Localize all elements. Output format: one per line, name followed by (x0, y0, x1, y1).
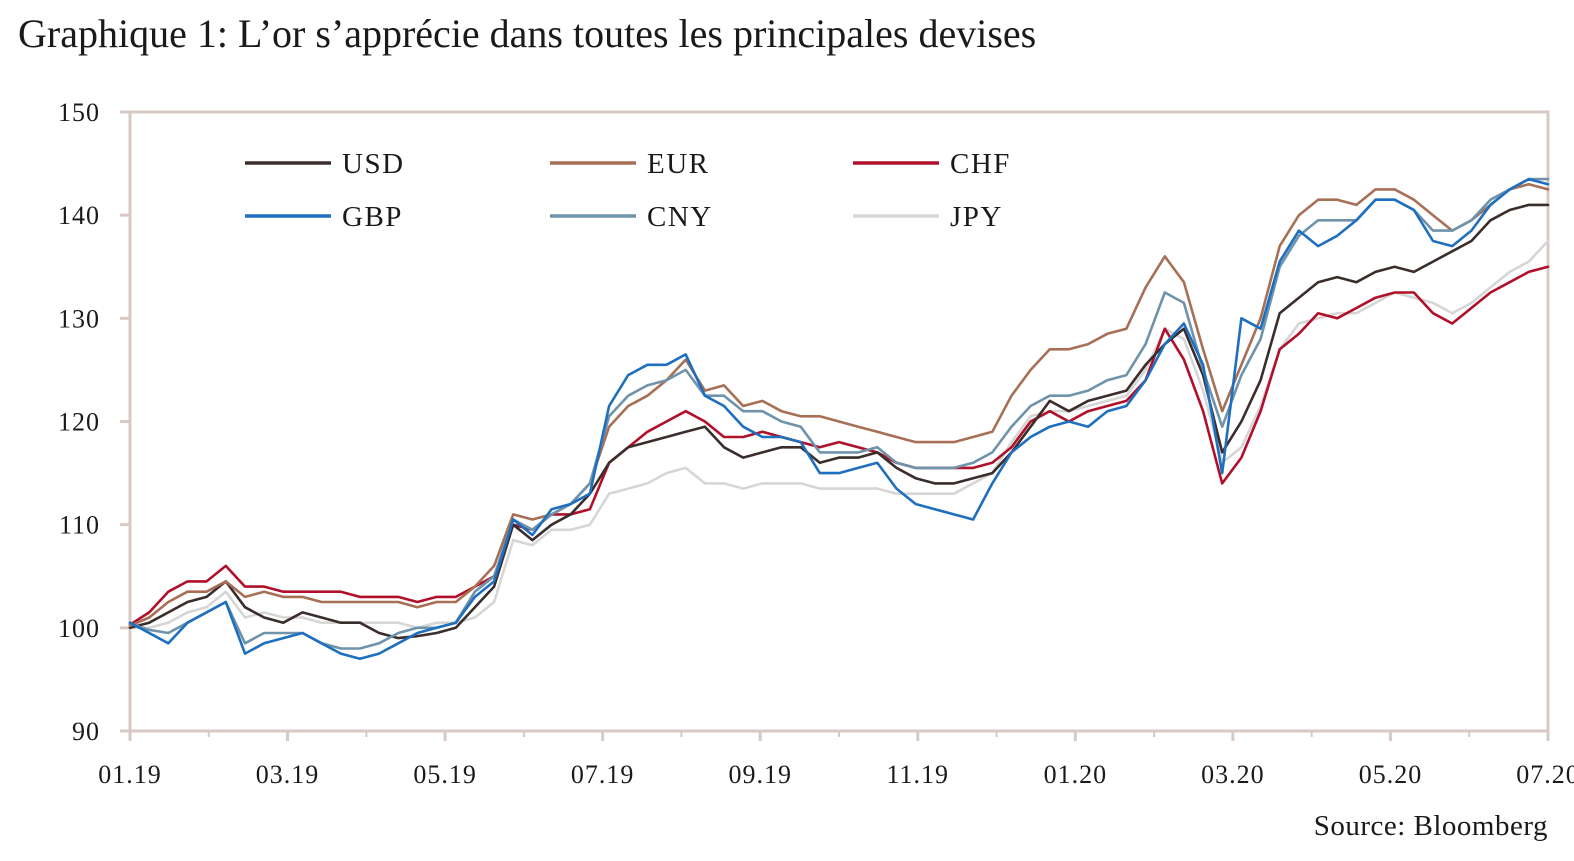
x-tick-label: 05.19 (413, 760, 477, 789)
legend-label-gbp: GBP (342, 201, 403, 233)
y-tick-label: 140 (58, 201, 100, 230)
series-lines (128, 177, 1550, 661)
series-line-chf (128, 265, 1550, 627)
legend-label-jpy: JPY (950, 201, 1003, 233)
legend-label-usd: USD (342, 148, 405, 180)
y-axis: 90 100 110 120 130 140 150 (58, 98, 130, 746)
source-note: Source: Bloomberg (1313, 810, 1548, 842)
x-axis: 01.19 03.19 05.19 07.19 09.19 11.19 01.20 03.20… (98, 731, 1574, 789)
x-tick-label: 01.20 (1044, 760, 1108, 789)
x-tick-label: 07.20 (1516, 760, 1574, 789)
chart-title: Graphique 1: L’or s’apprécie dans toutes… (18, 11, 1037, 56)
y-tick-label: 130 (58, 304, 100, 333)
series-line-jpy (128, 239, 1550, 630)
series-line-eur (128, 182, 1550, 628)
y-tick-label: 90 (72, 717, 100, 746)
x-tick-label: 11.19 (887, 760, 950, 789)
x-tick-label: 07.19 (571, 760, 635, 789)
series-line-cny (128, 177, 1550, 650)
legend-label-eur: EUR (647, 148, 710, 180)
y-tick-label: 120 (58, 408, 100, 437)
x-tick-label: 03.20 (1201, 760, 1265, 789)
x-tick-label: 01.19 (98, 760, 162, 789)
legend-label-chf: CHF (950, 148, 1011, 180)
legend-label-cny: CNY (647, 201, 713, 233)
y-tick-label: 100 (58, 614, 100, 643)
legend: USD EUR CHF GBP CNY JPY (245, 148, 1011, 233)
y-tick-label: 150 (58, 98, 100, 127)
x-tick-label: 09.19 (728, 760, 792, 789)
series-line-gbp (128, 177, 1550, 661)
series-line-usd (128, 203, 1550, 640)
x-tick-label: 05.20 (1359, 760, 1423, 789)
x-tick-label: 03.19 (256, 760, 320, 789)
y-tick-label: 110 (59, 511, 100, 540)
